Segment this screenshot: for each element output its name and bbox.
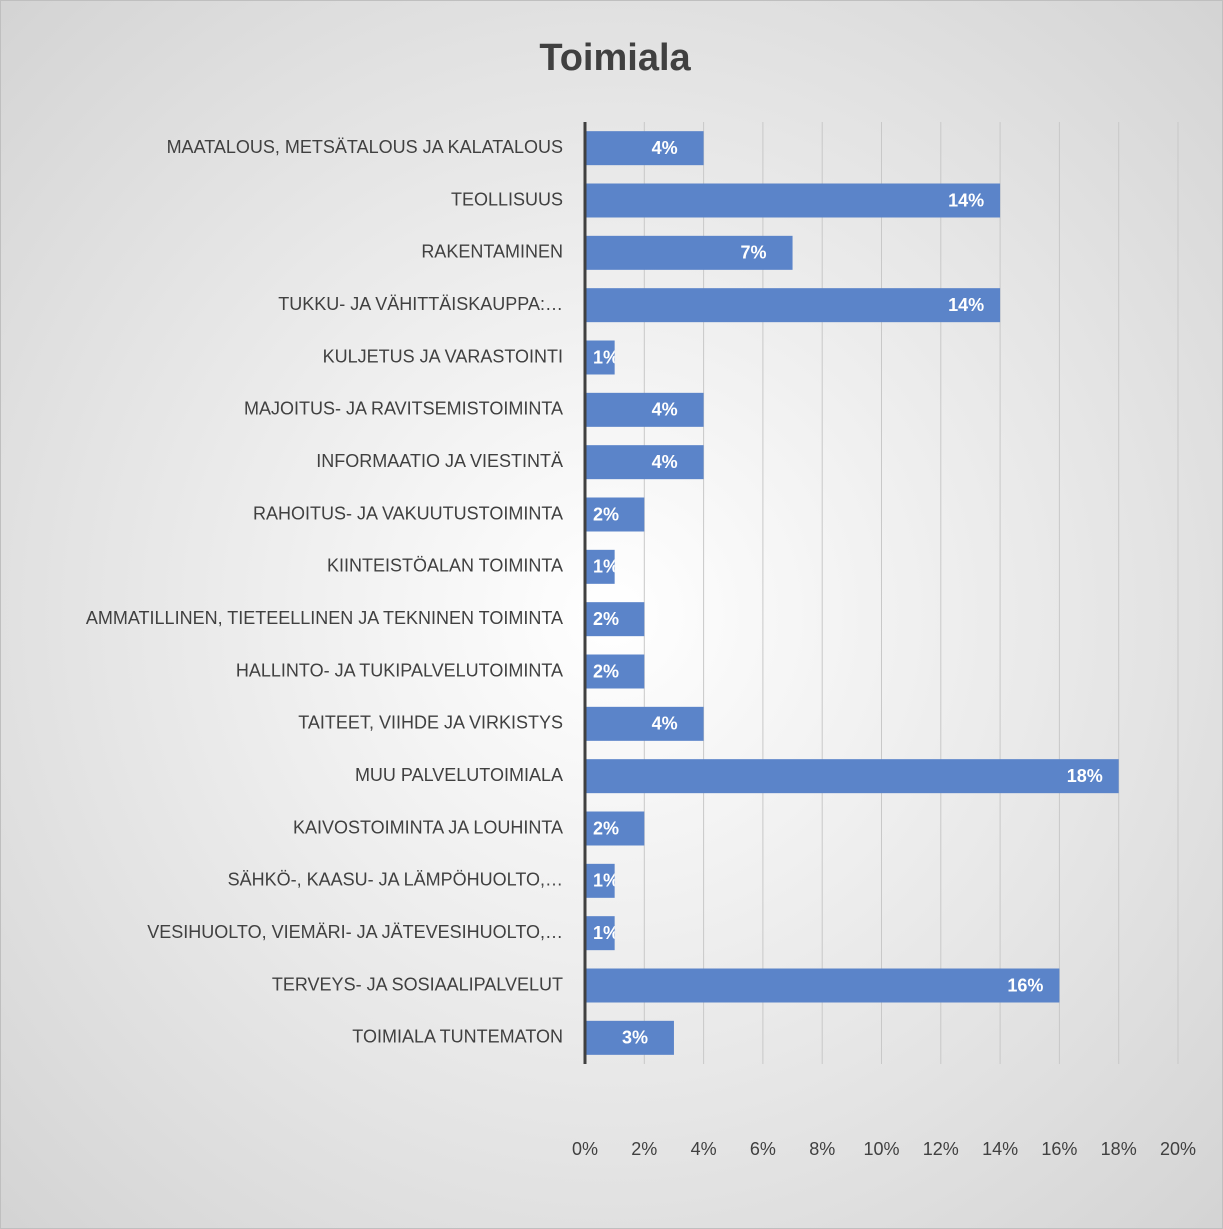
y-tick-label: RAHOITUS- JA VAKUUTUSTOIMINTA	[253, 503, 563, 523]
x-tick-label: 10%	[863, 1139, 899, 1159]
bar	[585, 602, 645, 637]
chart-title: Toimiala	[539, 37, 691, 79]
value-label: 2%	[593, 818, 619, 838]
x-tick-label: 14%	[982, 1139, 1018, 1159]
value-label: 1%	[593, 923, 619, 943]
value-label: 4%	[652, 138, 678, 158]
x-tick-label: 2%	[631, 1139, 657, 1159]
x-tick-label: 12%	[923, 1139, 959, 1159]
bar	[585, 1020, 674, 1055]
y-tick-label: AMMATILLINEN, TIETEELLINEN JA TEKNINEN T…	[86, 608, 563, 628]
value-label: 2%	[593, 609, 619, 629]
value-label: 1%	[593, 347, 619, 367]
y-tick-label: TOIMIALA TUNTEMATON	[352, 1027, 563, 1047]
y-tick-label: RAKENTAMINEN	[421, 242, 563, 262]
x-tick-label: 16%	[1041, 1139, 1077, 1159]
y-tick-label: MUU PALVELUTOIMIALA	[355, 765, 563, 785]
value-label: 2%	[593, 661, 619, 681]
y-tick-label: TERVEYS- JA SOSIAALIPALVELUT	[272, 974, 563, 994]
y-tick-label: SÄHKÖ-, KAASU- JA LÄMPÖHUOLTO,…	[228, 870, 563, 890]
x-tick-label: 6%	[750, 1139, 776, 1159]
y-tick-label: MAJOITUS- JA RAVITSEMISTOIMINTA	[244, 399, 563, 419]
bar	[585, 183, 1001, 218]
bar	[585, 916, 615, 951]
value-label: 16%	[1007, 975, 1043, 995]
value-label: 1%	[593, 557, 619, 577]
value-label: 18%	[1067, 766, 1103, 786]
bar	[585, 235, 793, 270]
x-tick-label: 20%	[1160, 1139, 1196, 1159]
value-label: 1%	[593, 871, 619, 891]
y-tick-label: HALLINTO- JA TUKIPALVELUTOIMINTA	[236, 660, 563, 680]
bar	[585, 131, 704, 166]
y-tick-label: KIINTEISTÖALAN TOIMINTA	[327, 556, 563, 576]
bar	[585, 340, 615, 375]
bar	[585, 392, 704, 427]
bar	[585, 863, 615, 898]
bar	[585, 549, 615, 584]
value-label: 2%	[593, 504, 619, 524]
value-label: 3%	[622, 1028, 648, 1048]
bar	[585, 759, 1119, 794]
bar	[585, 706, 704, 741]
value-label: 14%	[948, 295, 984, 315]
y-tick-label: KAIVOSTOIMINTA JA LOUHINTA	[293, 817, 563, 837]
bar	[585, 288, 1001, 323]
y-tick-label: INFORMAATIO JA VIESTINTÄ	[316, 451, 563, 471]
bar	[585, 968, 1060, 1003]
y-tick-label: TAITEET, VIIHDE JA VIRKISTYS	[298, 713, 563, 733]
x-tick-label: 8%	[809, 1139, 835, 1159]
x-tick-label: 18%	[1101, 1139, 1137, 1159]
y-tick-label: TUKKU- JA VÄHITTÄISKAUPPA:…	[278, 294, 563, 314]
value-label: 4%	[652, 400, 678, 420]
value-label: 7%	[741, 243, 767, 263]
y-tick-label: TEOLLISUUS	[451, 189, 563, 209]
bar	[585, 811, 645, 846]
y-tick-label: VESIHUOLTO, VIEMÄRI- JA JÄTEVESIHUOLTO,…	[147, 922, 563, 942]
value-label: 14%	[948, 190, 984, 210]
x-tick-label: 0%	[572, 1139, 598, 1159]
y-tick-label: KULJETUS JA VARASTOINTI	[323, 346, 563, 366]
bar	[585, 497, 645, 532]
bar	[585, 445, 704, 480]
value-label: 4%	[652, 714, 678, 734]
y-tick-label: MAATALOUS, METSÄTALOUS JA KALATALOUS	[167, 137, 563, 157]
x-tick-label: 4%	[691, 1139, 717, 1159]
bar	[585, 654, 645, 689]
value-label: 4%	[652, 452, 678, 472]
